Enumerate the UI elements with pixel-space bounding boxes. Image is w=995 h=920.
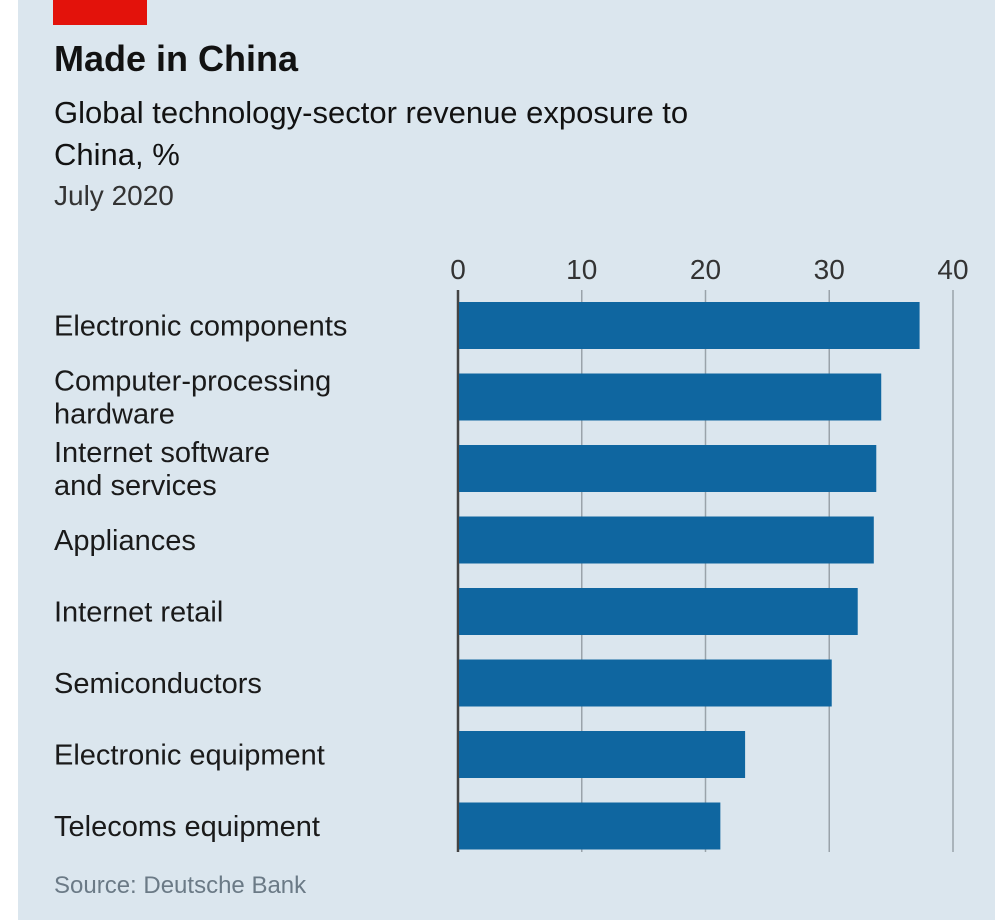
chart-subtitle: Global technology-sector revenue exposur… (54, 95, 689, 172)
category-label: Computer-processing (54, 366, 331, 398)
x-tick-label: 20 (690, 254, 721, 285)
category-label: Electronic equipment (54, 740, 325, 772)
category-label: Telecoms equipment (54, 811, 320, 843)
bar (459, 302, 920, 349)
bar (459, 659, 832, 707)
category-label: Electronic components (54, 311, 347, 343)
x-tick-label: 30 (814, 254, 845, 285)
category-label: Semiconductors (54, 668, 262, 700)
red-accent-bar (53, 0, 147, 25)
category-label: Internet software (54, 437, 270, 469)
source-note: Source: Deutsche Bank (54, 872, 307, 899)
category-label: Appliances (54, 525, 196, 557)
bar (459, 373, 882, 421)
bar (459, 588, 858, 635)
bar-chart: 0 10 20 30 40 Electronic components Computer-p… (54, 254, 969, 852)
chart-title: Made in China (54, 38, 299, 79)
chart-panel: Made in China Global technology-sector r… (18, 0, 995, 920)
x-tick-label: 10 (566, 254, 597, 285)
category-label: hardware (54, 399, 175, 431)
bar (459, 731, 746, 778)
x-tick-label: 40 (937, 254, 968, 285)
category-label: Internet retail (54, 597, 223, 629)
bar (459, 802, 721, 850)
bar (459, 516, 874, 564)
x-tick-label: 0 (450, 254, 466, 285)
chart-date: July 2020 (54, 180, 174, 211)
category-label: and services (54, 470, 217, 502)
bar (459, 445, 877, 492)
